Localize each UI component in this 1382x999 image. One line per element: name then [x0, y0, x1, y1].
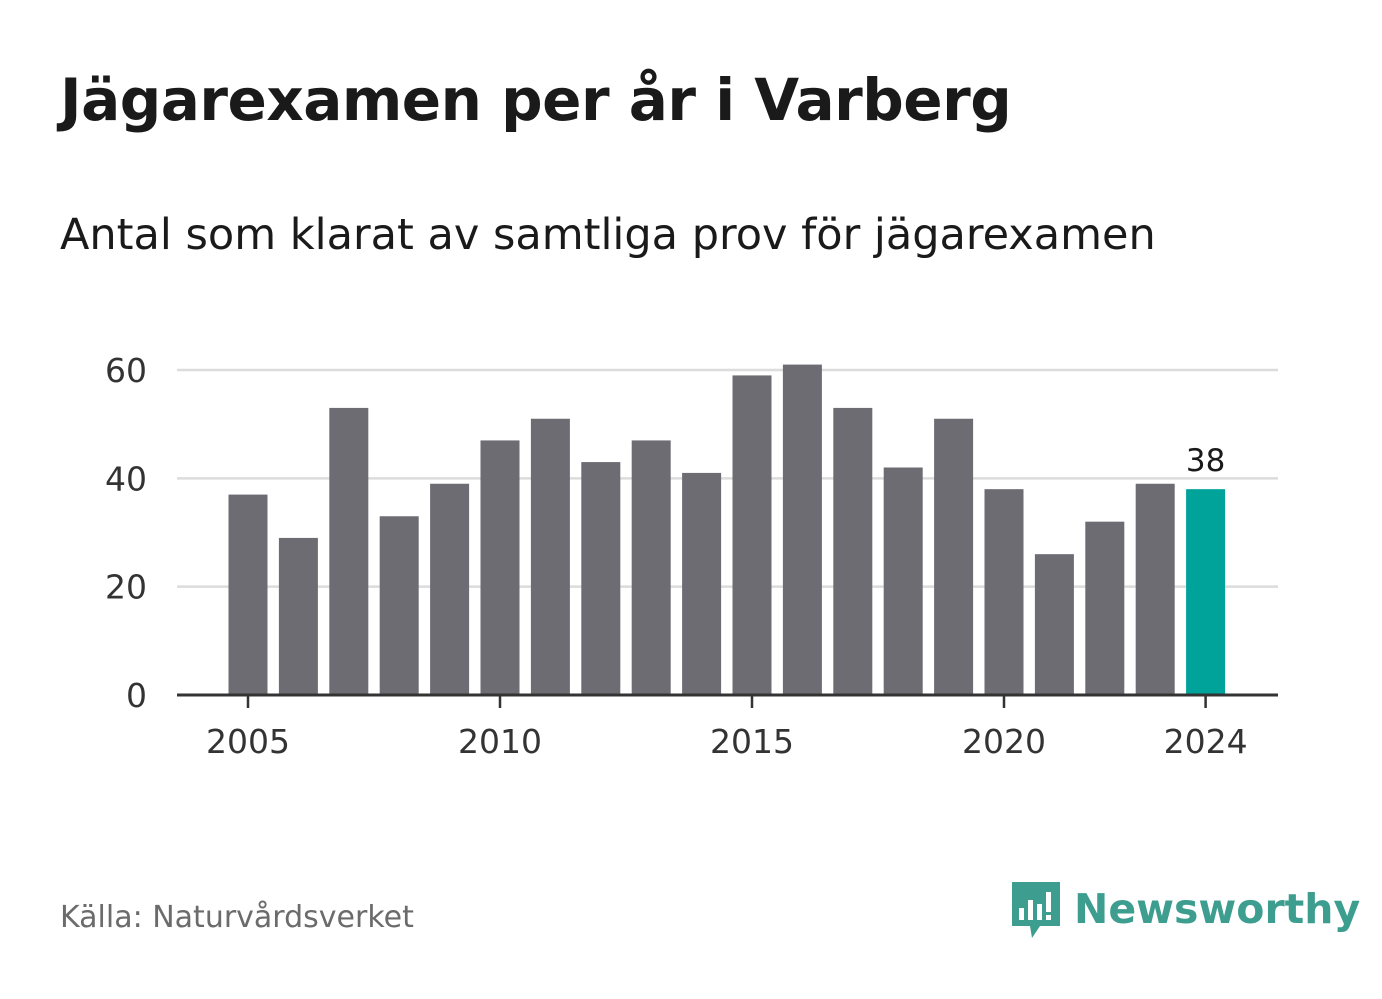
bar-2015 [732, 375, 772, 695]
bar-2008 [379, 516, 419, 695]
bars [228, 364, 1226, 695]
bar-2022 [1085, 521, 1125, 695]
bar-2014 [682, 472, 722, 695]
bar-2016 [782, 364, 822, 695]
data-label: 38 [1186, 443, 1225, 479]
bar-2005 [228, 494, 268, 695]
bar-2020 [984, 489, 1024, 695]
bar-2023 [1135, 483, 1175, 695]
source-note: Källa: Naturvårdsverket [60, 900, 414, 935]
bar-2018 [883, 467, 923, 695]
newsworthy-logo: Newsworthy [1010, 878, 1360, 940]
chart-subtitle: Antal som klarat av samtliga prov för jä… [60, 210, 1156, 260]
bar-2012 [581, 462, 621, 695]
bar-2013 [631, 440, 671, 695]
bar-2011 [530, 418, 570, 695]
axes [177, 693, 1278, 708]
x-tick-label: 2015 [710, 722, 794, 761]
x-tick-label: 2024 [1164, 722, 1248, 761]
brand-name: Newsworthy [1074, 885, 1361, 933]
bar-chart: 0 20 40 60 38 2005 2010 2015 2020 2024 [105, 351, 1278, 761]
bar-2009 [430, 483, 470, 695]
newsworthy-chart-bubble-icon [1012, 882, 1060, 938]
bar-2006 [278, 537, 318, 695]
x-tick-label: 2020 [962, 722, 1046, 761]
y-tick-label: 0 [126, 676, 147, 715]
y-tick-label: 40 [105, 459, 147, 498]
bar-2019 [934, 418, 974, 695]
bar-2010 [480, 440, 520, 695]
x-tick-label: 2010 [458, 722, 542, 761]
x-tick-label: 2005 [206, 722, 290, 761]
chart-title: Jägarexamen per år i Varberg [60, 66, 1012, 134]
bar-2021 [1034, 554, 1074, 695]
bar-2017 [833, 407, 873, 695]
y-tick-label: 60 [105, 351, 147, 390]
y-tick-label: 20 [105, 568, 147, 607]
labels: 0 20 40 60 38 2005 2010 2015 2020 2024 [105, 351, 1248, 761]
bar-2007 [329, 407, 369, 695]
bar-2024 [1186, 489, 1226, 695]
